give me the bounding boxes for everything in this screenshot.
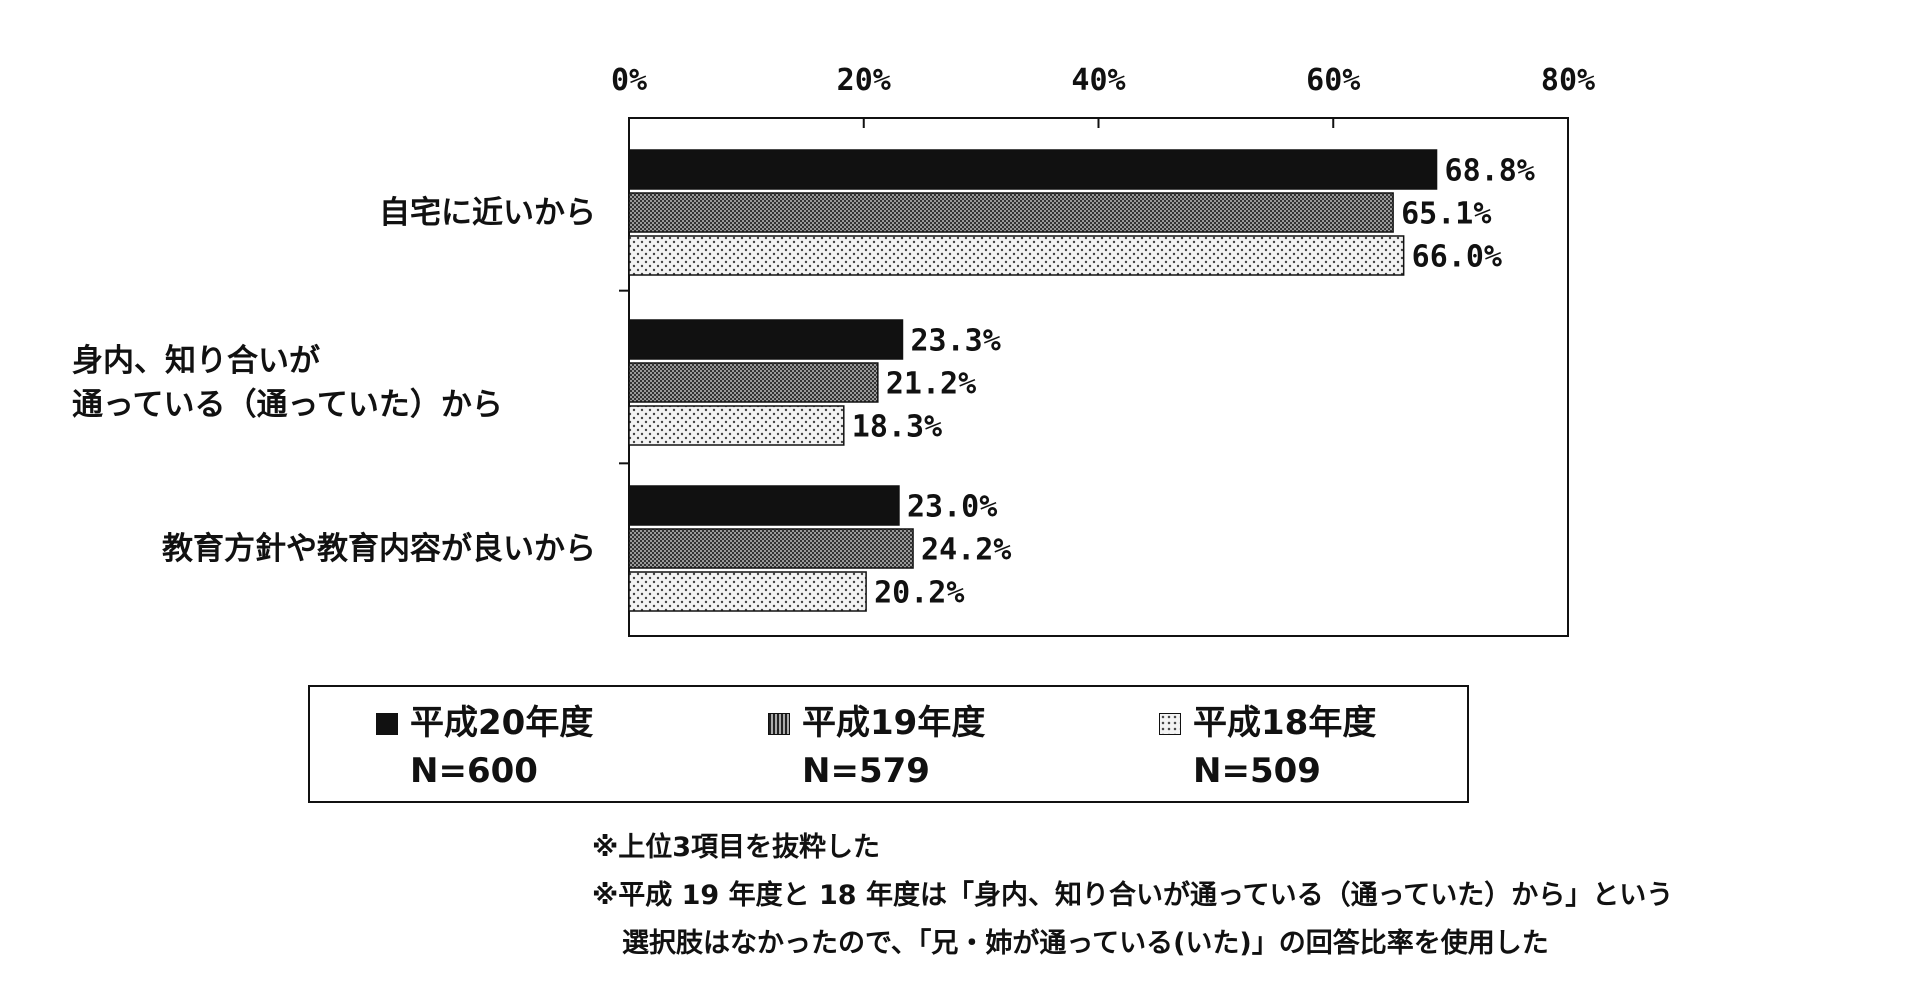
legend-series-name: 平成18年度 bbox=[1193, 703, 1377, 743]
legend-series-n: N=600 bbox=[410, 751, 538, 791]
legend-series-name: 平成20年度 bbox=[410, 703, 594, 743]
category-label: 自宅に近いから bbox=[379, 194, 596, 231]
category-label: 教育方針や教育内容が良いから bbox=[162, 530, 596, 567]
footnote: 選択肢はなかったので、「兄・姉が通っている(いた)」の回答比率を使用した bbox=[622, 928, 1549, 959]
legend-series-name: 平成19年度 bbox=[802, 703, 986, 743]
bar-平成19年度-1 bbox=[628, 362, 879, 403]
legend-swatch-crosshatch-icon bbox=[768, 713, 790, 735]
data-label: 23.0% bbox=[907, 490, 997, 525]
data-label: 24.2% bbox=[921, 533, 1011, 568]
category-label: 通っている（通っていた）から bbox=[72, 386, 503, 423]
bar-平成19年度-2 bbox=[628, 528, 914, 569]
data-label: 66.0% bbox=[1412, 240, 1502, 275]
x-tick-label: 0% bbox=[611, 63, 647, 98]
footnote: ※上位3項目を抜粋した bbox=[592, 832, 881, 863]
bar-平成20年度-2 bbox=[628, 485, 900, 526]
bar-平成18年度-2 bbox=[628, 571, 867, 612]
data-label: 65.1% bbox=[1401, 197, 1491, 232]
legend-swatch-dots-icon bbox=[1159, 713, 1181, 735]
legend: 平成20年度 N=600 平成19年度 N=579 平成18年度 N=509 bbox=[308, 685, 1469, 803]
data-label: 21.2% bbox=[886, 367, 976, 402]
x-tick-label: 80% bbox=[1541, 63, 1595, 98]
data-label: 68.8% bbox=[1445, 154, 1535, 189]
bar-平成19年度-0 bbox=[628, 192, 1394, 233]
x-tick-label: 60% bbox=[1306, 63, 1360, 98]
category-label: 身内、知り合いが bbox=[72, 342, 320, 379]
x-tick-label: 20% bbox=[837, 63, 891, 98]
bar-平成18年度-0 bbox=[628, 235, 1405, 276]
bar-平成20年度-0 bbox=[628, 149, 1438, 190]
legend-series-n: N=509 bbox=[1193, 751, 1321, 791]
data-label: 18.3% bbox=[852, 410, 942, 445]
data-label: 20.2% bbox=[874, 576, 964, 611]
x-tick-label: 40% bbox=[1071, 63, 1125, 98]
data-label: 23.3% bbox=[910, 324, 1000, 359]
bar-平成18年度-1 bbox=[628, 405, 845, 446]
legend-swatch-solid-icon bbox=[376, 713, 398, 735]
legend-series-n: N=579 bbox=[802, 751, 930, 791]
bar-平成20年度-1 bbox=[628, 319, 904, 360]
footnote: ※平成 19 年度と 18 年度は「身内、知り合いが通っている（通っていた）から… bbox=[592, 880, 1674, 911]
